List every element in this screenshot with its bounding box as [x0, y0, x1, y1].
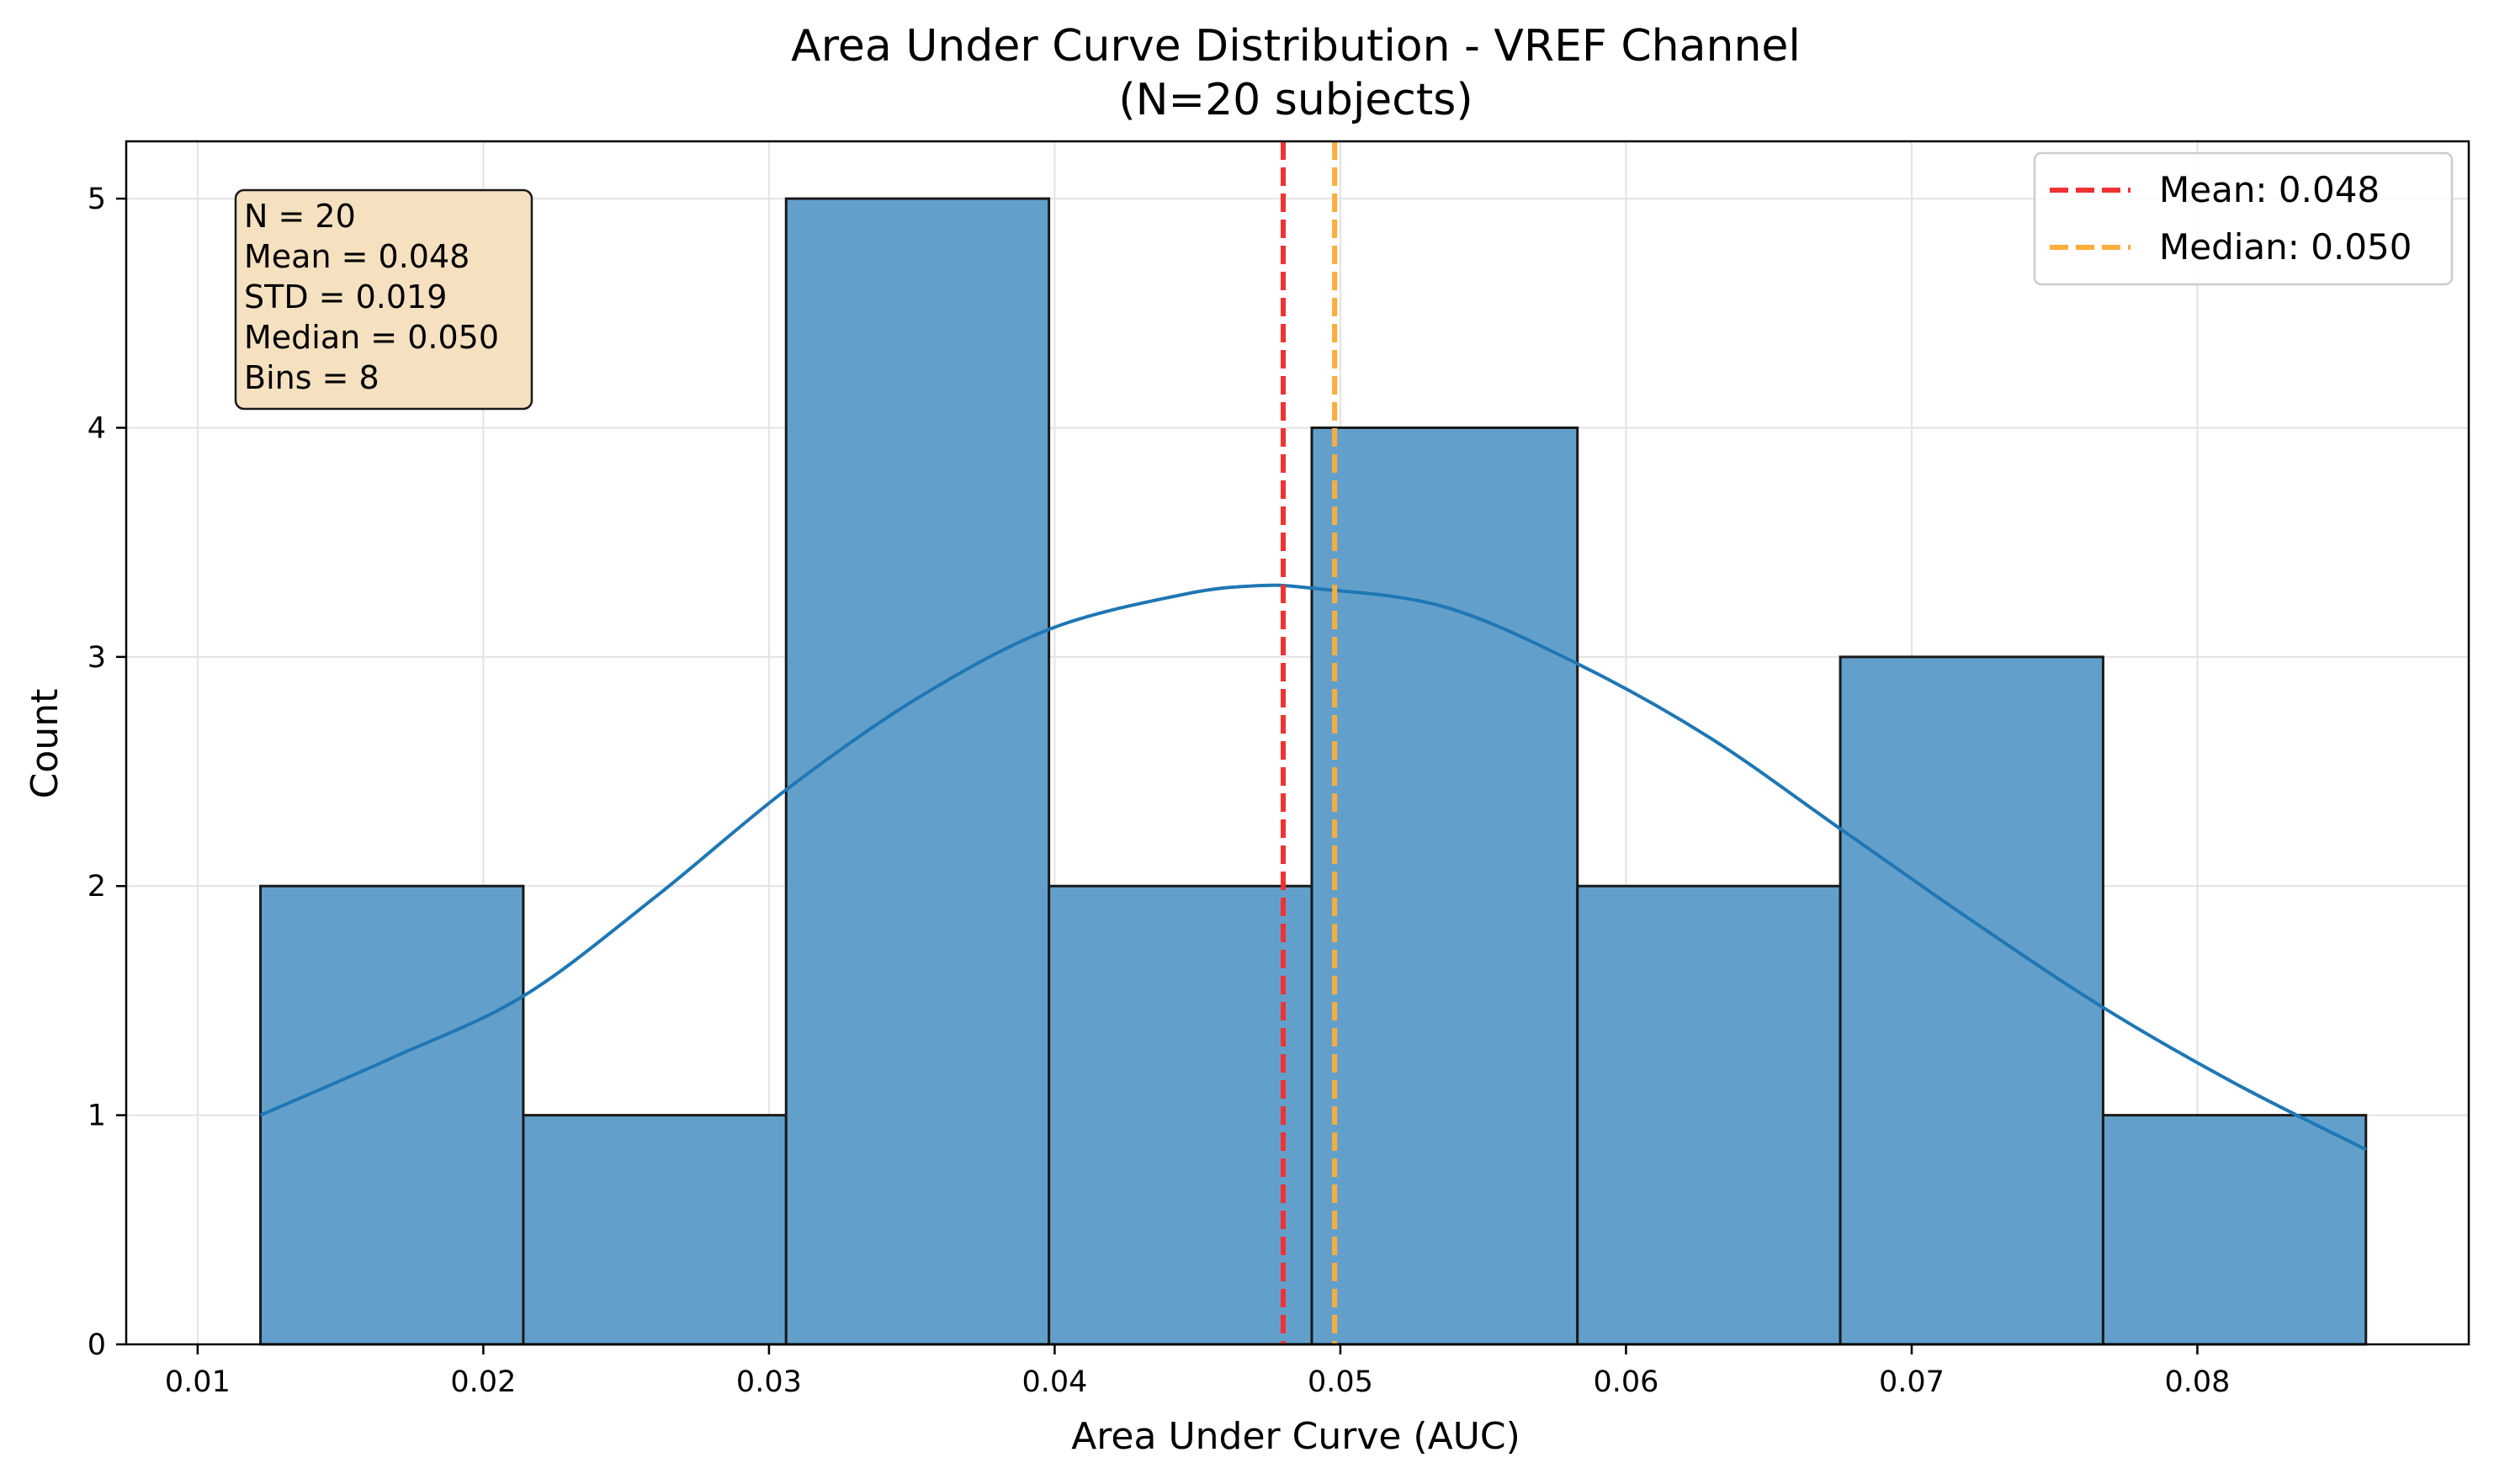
x-tick-label: 0.07 — [1879, 1365, 1945, 1399]
y-tick-label: 5 — [88, 183, 106, 216]
legend: Mean: 0.048 Median: 0.050 — [2033, 151, 2454, 286]
stats-median: Median = 0.050 — [244, 319, 499, 356]
axis-ticks: 0.01 0.02 0.03 0.04 0.05 0.06 0.07 0.08 0 1 2 3 4 5 — [88, 183, 2231, 1399]
histogram-bar — [522, 1114, 788, 1346]
x-tick-label: 0.06 — [1593, 1365, 1658, 1399]
stats-box: N = 20 Mean = 0.048 STD = 0.019 Median =… — [234, 188, 533, 411]
x-tick-label: 0.02 — [450, 1365, 516, 1399]
legend-mean-label: Mean: 0.048 — [2159, 169, 2380, 210]
chart-subtitle: (N=20 subjects) — [1118, 75, 1473, 125]
x-tick-label: 0.01 — [165, 1365, 231, 1399]
histogram-bar — [1576, 884, 1842, 1346]
stats-std: STD = 0.019 — [244, 278, 447, 315]
x-tick-label: 0.08 — [2164, 1365, 2230, 1399]
y-tick-label: 3 — [88, 641, 106, 675]
legend-median-label: Median: 0.050 — [2159, 226, 2412, 268]
y-tick-label: 2 — [88, 870, 106, 904]
histogram-bar — [1310, 426, 1579, 1346]
y-tick-label: 1 — [88, 1100, 106, 1133]
histogram-bar — [2101, 1114, 2368, 1346]
histogram-bar — [784, 197, 1051, 1346]
chart-title: Area Under Curve Distribution - VREF Cha… — [791, 21, 1801, 72]
stats-n: N = 20 — [244, 198, 356, 235]
histogram-bar — [259, 884, 525, 1346]
stats-mean: Mean = 0.048 — [244, 238, 470, 275]
x-tick-label: 0.05 — [1308, 1365, 1373, 1399]
stats-bins: Bins = 8 — [244, 359, 379, 396]
x-axis-label: Area Under Curve (AUC) — [1071, 1415, 1520, 1458]
y-tick-label: 0 — [88, 1328, 106, 1362]
y-tick-label: 4 — [88, 411, 106, 445]
y-axis-label: Count — [24, 689, 66, 799]
x-tick-label: 0.03 — [736, 1365, 802, 1399]
histogram-bars — [259, 197, 2368, 1346]
kde-curve-group — [259, 583, 2367, 1152]
x-tick-label: 0.04 — [1021, 1365, 1087, 1399]
stats-box-background — [234, 188, 533, 411]
histogram-bar — [1839, 655, 2104, 1346]
plot-frame — [125, 140, 2470, 1346]
kde-curve — [259, 583, 2367, 1152]
legend-frame — [2033, 151, 2454, 286]
histogram-bar — [1048, 884, 1313, 1346]
reference-lines — [1281, 141, 1338, 1344]
